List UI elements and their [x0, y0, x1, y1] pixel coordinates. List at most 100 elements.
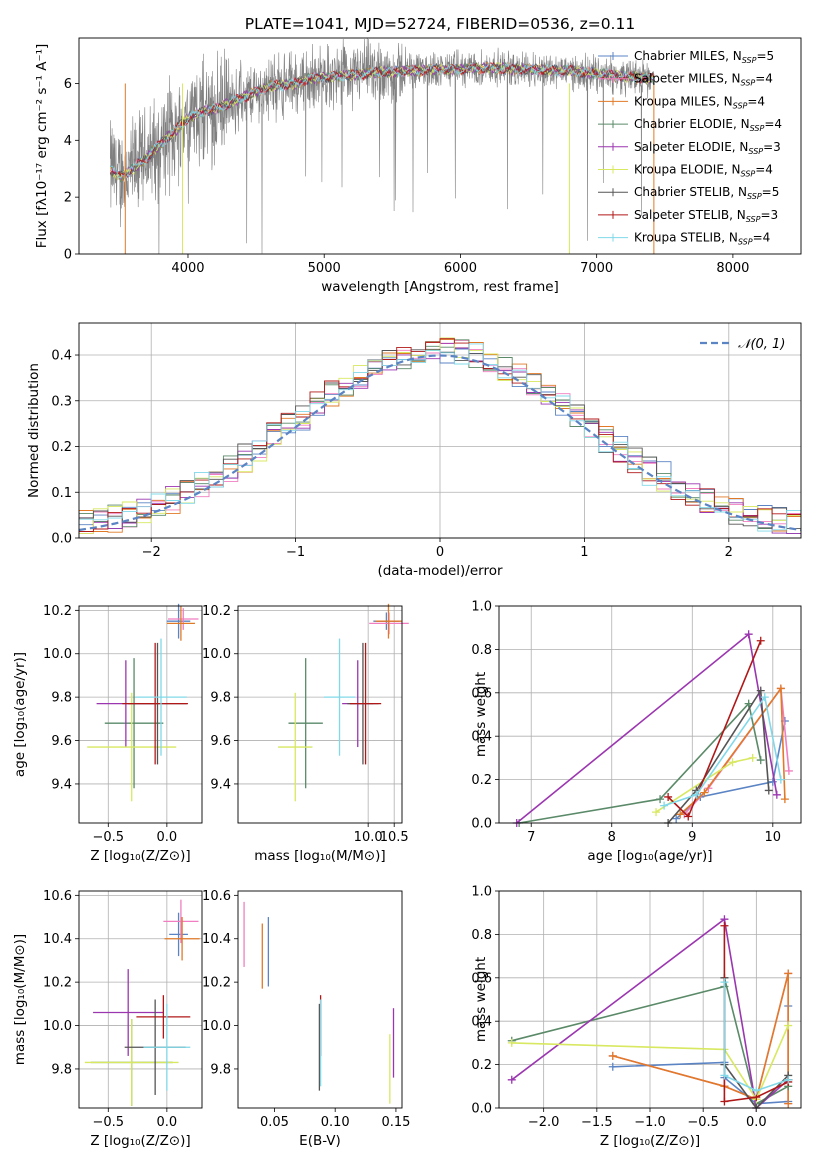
- legend-label-4: Salpeter ELODIE, NSSP=3: [634, 140, 781, 156]
- legend-label-8: Kroupa STELIB, NSSP=4: [634, 231, 770, 247]
- y-tick-label: 10.6: [43, 889, 72, 904]
- weight-line-3: [518, 701, 762, 824]
- weight-line-2: [679, 686, 786, 815]
- z_weight-axes: −2.0 −1.5 −1.0 −0.5 0.0 0.0 0.2 0.4 0.6 0.8 1.0 Z […: [471, 885, 802, 1149]
- y-tick-label: 0.2: [471, 773, 492, 788]
- weight-point-5-0: [652, 808, 661, 817]
- legend-label-7: Salpeter STELIB, NSSP=3: [634, 208, 778, 224]
- x-axis-label: (data-model)/error: [377, 563, 503, 579]
- model-line-3: [110, 61, 655, 183]
- legend-label-tail: =3: [763, 140, 781, 154]
- z_mass-axes: −0.5 0.0 9.8 10.0 10.2 10.4 10.6 Z [log₁₀(Z/Z⊙)…: [12, 889, 203, 1149]
- legend-label-main: Kroupa STELIB, N: [634, 231, 738, 245]
- x-tick-label: 10: [765, 830, 782, 845]
- weight-point-2-3: [784, 969, 793, 978]
- x-tick-label: −2.0: [528, 1115, 560, 1130]
- legend-label-3: Chabrier ELODIE, NSSP=4: [634, 117, 782, 133]
- plot-frame: [78, 37, 802, 255]
- y-tick-label: 0.0: [471, 817, 492, 832]
- legend-label-tail: =4: [753, 231, 771, 245]
- x-tick-label: 10.5: [380, 830, 409, 845]
- weight-point-7-0: [664, 792, 673, 801]
- x-tick-label: 0.0: [746, 1115, 767, 1130]
- z_age-axes: −0.5 0.0 9.4 9.6 9.8 10.0 10.2 Z [log₁₀(Z/Z⊙)] a…: [12, 603, 203, 864]
- legend-label-main: Salpeter ELODIE, N: [634, 140, 748, 154]
- y-tick-label: 0.4: [51, 349, 72, 364]
- plot-frame: [78, 890, 203, 1109]
- weight-line-5: [511, 1025, 789, 1101]
- legend-label-main: Kroupa MILES, N: [634, 94, 733, 108]
- x-axis-label: Z [log₁₀(Z/Z⊙)]: [600, 1133, 700, 1149]
- plot-frame: [78, 605, 203, 824]
- y-tick-label: 10.0: [43, 647, 72, 662]
- plot-frame: [498, 890, 802, 1109]
- x-tick-label: −0.5: [92, 830, 124, 845]
- legend-label-main: Salpeter MILES, N: [634, 72, 741, 86]
- weight-point-7-0: [720, 921, 729, 930]
- y-tick-label: 10.4: [43, 932, 72, 947]
- y-tick-label: 10.0: [202, 647, 231, 662]
- y-tick-label: 10.4: [202, 932, 231, 947]
- x-tick-label: 5000: [308, 261, 341, 276]
- y-tick-label: 10.0: [202, 1019, 231, 1034]
- ebv_mass-axes: 0.05 0.10 0.15 9.8 10.0 10.2 10.4 10.6 E(B-V): [202, 889, 410, 1149]
- y-tick-label: 9.6: [210, 734, 231, 749]
- legend-label-tail: =4: [747, 94, 765, 108]
- weight-point-8-2: [760, 693, 769, 702]
- plot-frame: [78, 322, 802, 539]
- weight-line-8: [663, 695, 782, 807]
- x-axis-label: Z [log₁₀(Z/Z⊙)]: [90, 848, 190, 864]
- weight-point-2-4: [784, 1099, 793, 1108]
- legend-label-6: Chabrier STELIB, NSSP=5: [634, 185, 779, 201]
- legend-label-sub: SSP: [747, 192, 762, 201]
- legend-label-tail: =4: [755, 72, 773, 86]
- weight-point-5-2: [748, 753, 757, 762]
- legend-label-0: Chabrier MILES, NSSP=5: [634, 49, 774, 65]
- weight-point-0-0: [672, 814, 681, 823]
- legend-label-1: Salpeter MILES, NSSP=4: [634, 72, 773, 88]
- x-tick-label: 8000: [716, 261, 749, 276]
- residuals-axes: −2 −1 0 1 2 0.0 0.1 0.2 0.3 0.4 (data-model)/error…: [26, 322, 802, 579]
- x-tick-label: 0.0: [157, 830, 178, 845]
- x-tick-label: 1: [580, 545, 588, 560]
- weight-point-2-2: [776, 684, 785, 693]
- y-tick-label: 0: [64, 248, 72, 263]
- x-tick-label: 2: [725, 545, 733, 560]
- x-tick-label: 6000: [444, 261, 477, 276]
- x-axis-label: wavelength [Angstrom, rest frame]: [321, 279, 559, 295]
- x-tick-label: 9: [688, 830, 696, 845]
- x-tick-label: 0.15: [381, 1115, 410, 1130]
- histogram-step-8: [79, 343, 801, 533]
- legend-label-2: Kroupa MILES, NSSP=4: [634, 94, 765, 110]
- weight-point-4-0: [507, 1075, 516, 1084]
- legend-label-tail: =5: [762, 185, 780, 199]
- x-tick-label: −2: [142, 545, 161, 560]
- age_weight-axes: 7 8 9 10 0.0 0.2 0.4 0.6 0.8 1.0 age [log₁₀(age/yr…: [471, 600, 802, 864]
- x-tick-label: 10.0: [354, 830, 383, 845]
- plot-frame: [498, 605, 802, 824]
- weight-line-7: [667, 640, 762, 818]
- y-tick-label: 9.8: [51, 691, 72, 706]
- weight-line-4: [511, 917, 789, 1110]
- y-tick-label: 4: [64, 134, 72, 149]
- weight-point-2-0: [608, 1051, 617, 1060]
- y-tick-label: 10.2: [43, 976, 72, 991]
- weight-point-8-3: [776, 775, 785, 784]
- y-tick-label: 10.2: [202, 604, 231, 619]
- weight-point-2-3: [780, 795, 789, 804]
- model-line-8: [110, 62, 655, 182]
- y-tick-label: 9.4: [210, 777, 231, 792]
- y-tick-label: 0.2: [51, 440, 72, 455]
- weight-point-8-1: [692, 790, 701, 799]
- weight-point-2-1: [700, 788, 709, 797]
- y-tick-label: 0.8: [471, 643, 492, 658]
- x-tick-label: 4000: [171, 261, 204, 276]
- x-axis-label: Z [log₁₀(Z/Z⊙)]: [90, 1133, 190, 1149]
- legend-label-tail: =5: [756, 49, 774, 63]
- x-tick-label: 0.05: [260, 1115, 289, 1130]
- y-tick-label: 0.1: [51, 486, 72, 501]
- y-tick-label: 1.0: [471, 885, 492, 900]
- spectrum-axes: 4000 5000 6000 7000 8000 0 2 4 6 wavelength [Angs…: [34, 37, 802, 295]
